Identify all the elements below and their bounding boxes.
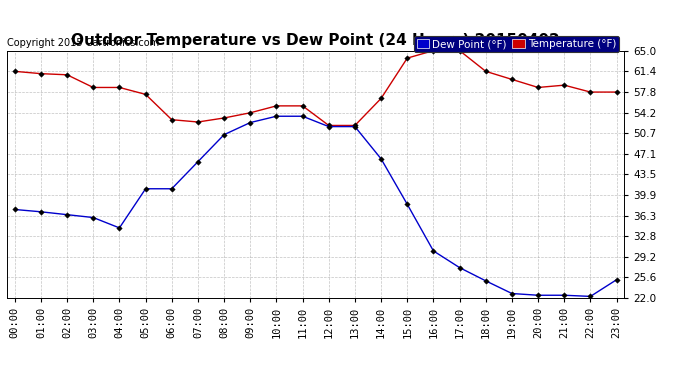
Text: Copyright 2015 Cartronics.com: Copyright 2015 Cartronics.com xyxy=(7,38,159,48)
Legend: Dew Point (°F), Temperature (°F): Dew Point (°F), Temperature (°F) xyxy=(414,36,619,52)
Title: Outdoor Temperature vs Dew Point (24 Hours) 20150402: Outdoor Temperature vs Dew Point (24 Hou… xyxy=(71,33,560,48)
